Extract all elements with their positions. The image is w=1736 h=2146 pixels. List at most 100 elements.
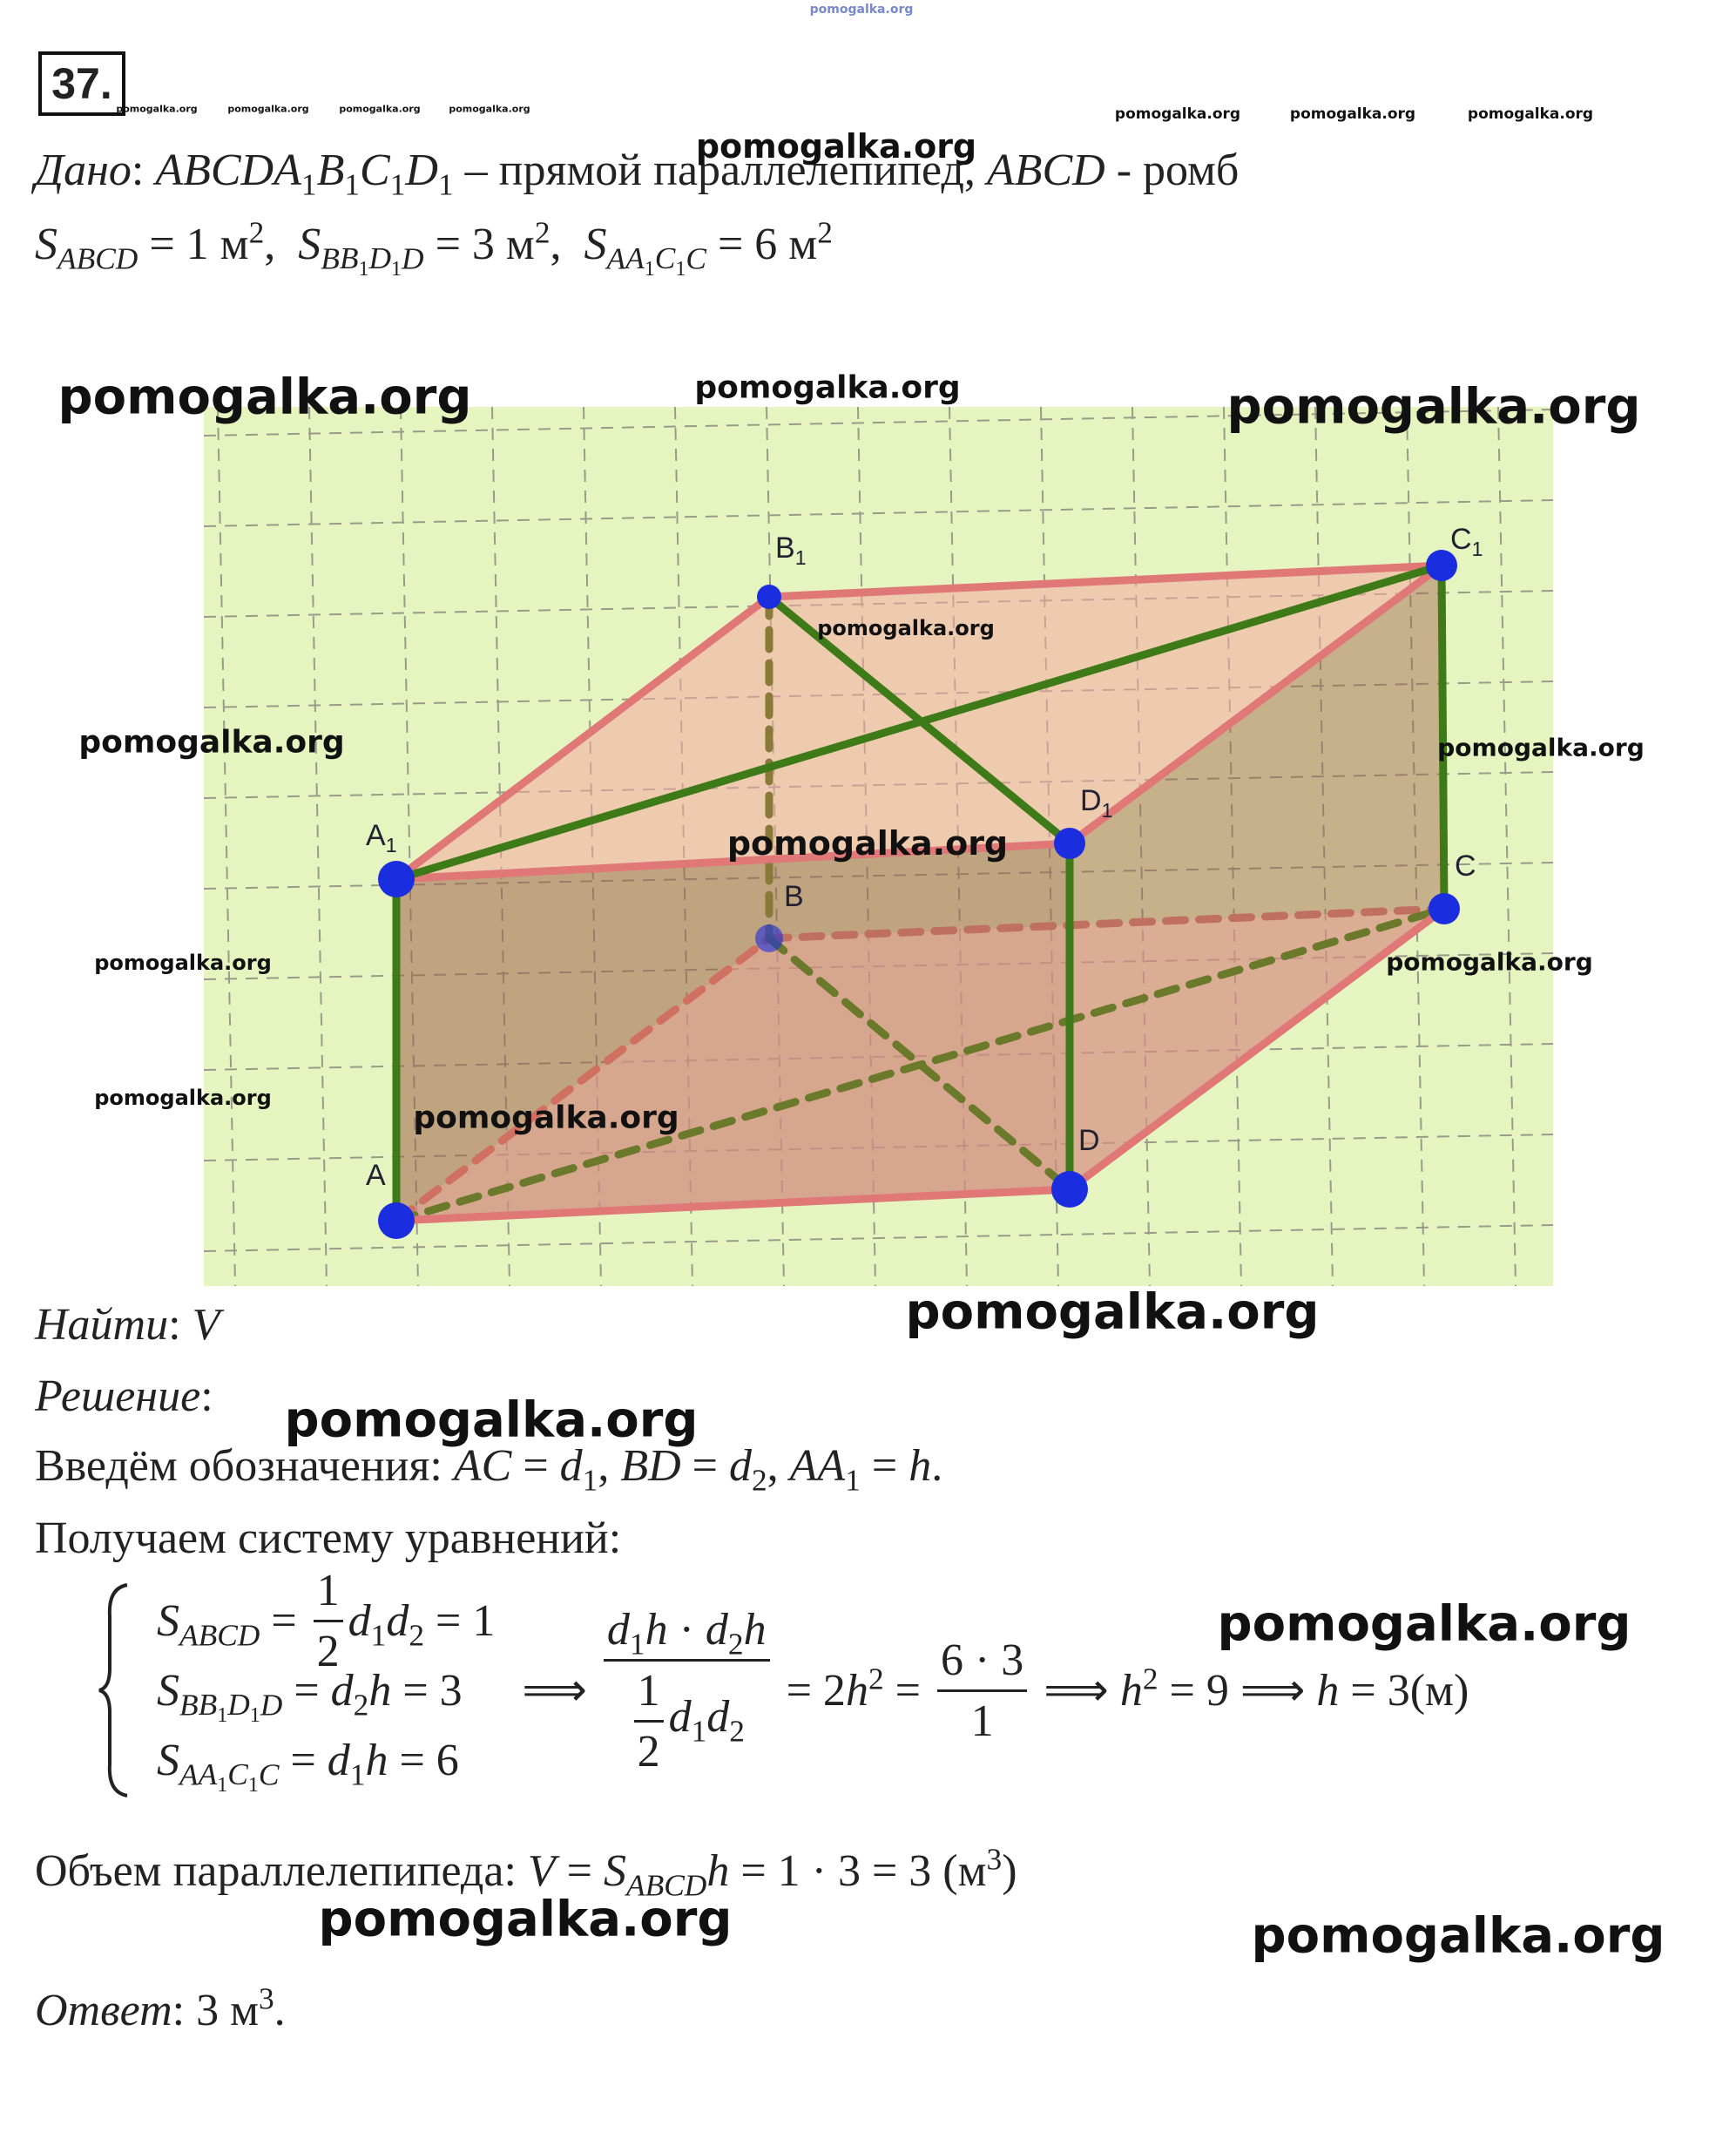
- text: 2: [729, 1713, 745, 1749]
- base: C: [686, 240, 706, 276]
- math-token: A1: [274, 146, 316, 200]
- text: 1: [349, 1756, 366, 1791]
- base: м: [788, 220, 818, 269]
- watermark: pomogalka.org: [94, 951, 272, 975]
- text: .: [931, 1441, 943, 1491]
- base: м: [230, 1986, 259, 2035]
- math-token: ABCD: [626, 1867, 706, 1902]
- subscript: 1: [692, 1713, 707, 1748]
- base: Решение: [35, 1371, 201, 1421]
- subscript: 1: [391, 258, 402, 281]
- system-row: SABCD = 1 2 d1 d2 = 1: [157, 1566, 495, 1676]
- math-token: C1: [1450, 523, 1483, 559]
- watermark: pomogalka.org: [809, 3, 914, 17]
- math-token: SABCD: [35, 220, 138, 274]
- math-token: d2: [386, 1595, 424, 1650]
- system-intro: Получаем систему уравнений:: [35, 1516, 621, 1561]
- base: D: [227, 1686, 250, 1722]
- text: = 6: [706, 220, 789, 269]
- math-token: A: [179, 1757, 199, 1791]
- base: B: [784, 880, 804, 913]
- subscript: 1: [250, 1704, 260, 1727]
- base: D: [1078, 1124, 1100, 1157]
- math-token: C1: [227, 1757, 259, 1796]
- watermark: pomogalka.org: [1251, 1907, 1665, 1965]
- math-token: B: [179, 1687, 199, 1722]
- math-token: Ответ: [35, 1986, 172, 2035]
- base: A: [274, 146, 301, 195]
- find-line: Найти: V: [35, 1303, 220, 1348]
- base: D: [1080, 784, 1102, 817]
- base: S: [298, 220, 321, 269]
- math-token: Найти: [35, 1300, 168, 1350]
- superscript: 2: [535, 215, 551, 250]
- math-token: SAA1C1C: [157, 1735, 279, 1796]
- text: = 1: [138, 220, 220, 269]
- vertex-label: A: [366, 1159, 386, 1193]
- base: м: [957, 1846, 987, 1896]
- vertex-label: C1: [1450, 523, 1483, 559]
- numerator: 1: [313, 1565, 343, 1622]
- text: 2: [637, 1726, 660, 1777]
- base: B: [339, 240, 359, 276]
- math-token: B1: [339, 240, 369, 281]
- math-token: ABCD: [179, 1617, 260, 1652]
- base: S: [35, 220, 57, 269]
- superscript: 3: [259, 1981, 274, 2016]
- watermark: pomogalka.org: [694, 369, 961, 406]
- watermark: pomogalka.org: [905, 1283, 1320, 1341]
- text: = 3(м): [1339, 1665, 1469, 1716]
- text: 1: [301, 166, 317, 202]
- text: =: [279, 1735, 328, 1785]
- watermark: pomogalka.org: [78, 724, 345, 761]
- text: : 3: [172, 1986, 231, 2035]
- given-line: SABCD = 1 м2, SBB1D1D = 3 м2, SAA1C1C = …: [35, 217, 833, 281]
- subscript: 1: [390, 166, 406, 201]
- watermark: pomogalka.org: [284, 1391, 699, 1449]
- text: = 1 · 3 = 3 (: [729, 1846, 958, 1896]
- fraction: 6 · 3 1: [936, 1635, 1028, 1747]
- watermark: pomogalka.org: [1226, 378, 1641, 436]
- volume-line: Объем параллелепипеда: V = SABCDh = 1 · …: [35, 1844, 1017, 1900]
- text: 1: [794, 545, 807, 569]
- math-token: C: [686, 240, 706, 275]
- base: C: [1455, 850, 1476, 883]
- text: 2: [1142, 1661, 1158, 1696]
- denominator: 1 2 d1d2: [625, 1662, 748, 1777]
- subscript: 1: [675, 258, 686, 281]
- subscript: 1: [217, 1704, 227, 1727]
- subscript: 1: [386, 834, 397, 856]
- subscript: 1: [371, 1617, 387, 1652]
- text: ,: [550, 220, 584, 269]
- text: ,: [767, 1441, 790, 1491]
- text: ·: [667, 1604, 706, 1655]
- base: ABCD: [57, 240, 138, 276]
- text: - ромб: [1104, 146, 1240, 195]
- side-face: [1070, 565, 1444, 1189]
- text: 1: [370, 1616, 387, 1652]
- math-token: d2: [729, 1441, 767, 1496]
- text: = 6: [388, 1735, 459, 1785]
- base: h: [1119, 1665, 1143, 1716]
- math-token: h: [909, 1441, 931, 1491]
- math-token: C: [259, 1757, 280, 1791]
- text: 1: [1101, 798, 1113, 822]
- subscript: 1: [344, 166, 360, 201]
- text: = 9 ⟹: [1158, 1666, 1317, 1716]
- base: h: [706, 1846, 730, 1896]
- watermark: pomogalka.org: [116, 103, 198, 115]
- math-token: SBB1D1D: [298, 220, 423, 281]
- base: S: [157, 1735, 179, 1785]
- subscript: 1: [795, 546, 807, 569]
- subscript: 1: [845, 1462, 861, 1497]
- fraction: d1h · d2h 1 2 d1d2: [603, 1604, 770, 1777]
- problem-number: 37.: [38, 51, 125, 116]
- text: 1: [249, 1703, 260, 1727]
- math-token: м2: [788, 217, 833, 269]
- text: 1: [970, 1696, 994, 1746]
- subscript: 1: [1472, 538, 1483, 560]
- math-token: B1: [199, 1687, 228, 1726]
- math-token: AC: [454, 1441, 511, 1491]
- math-token: D: [260, 1687, 283, 1722]
